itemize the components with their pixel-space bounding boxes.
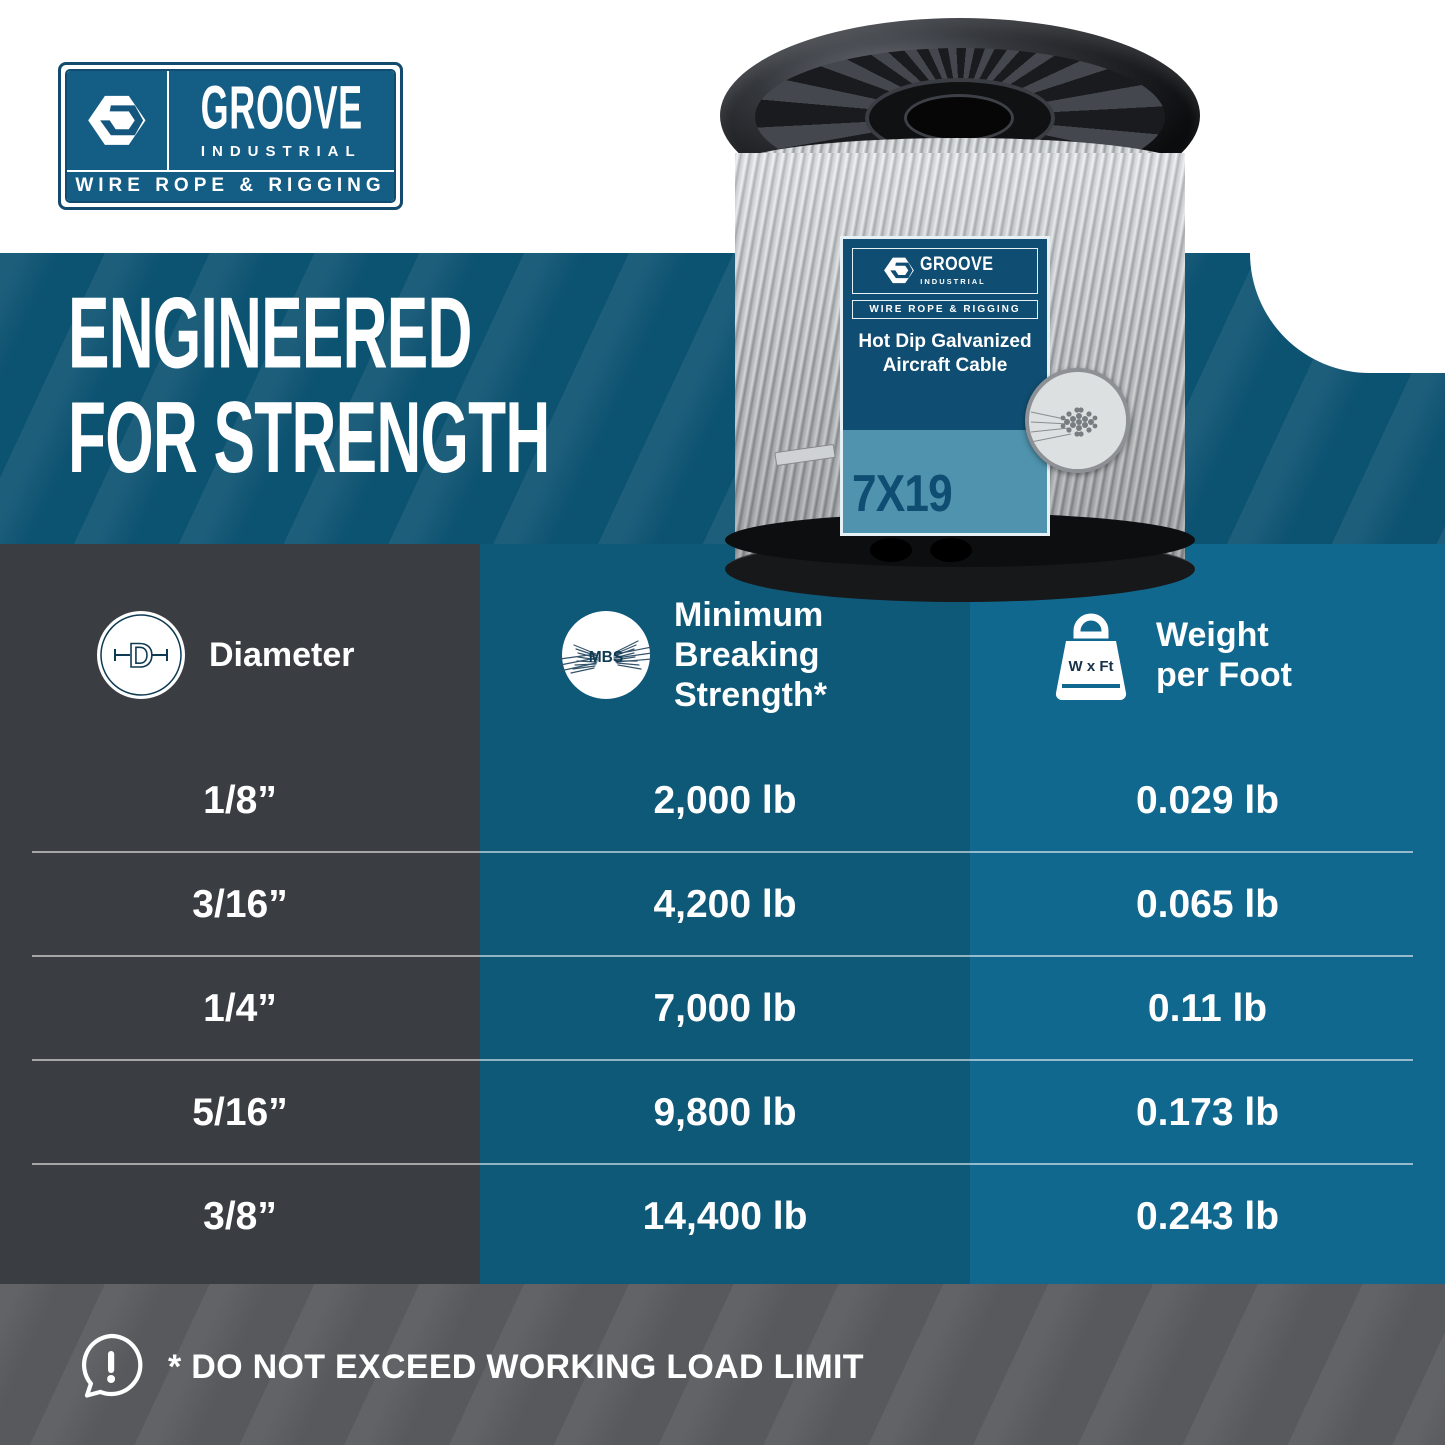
svg-text:MBS: MBS [589, 649, 623, 666]
svg-text:D: D [129, 637, 154, 675]
svg-text:W x Ft: W x Ft [1069, 658, 1114, 675]
